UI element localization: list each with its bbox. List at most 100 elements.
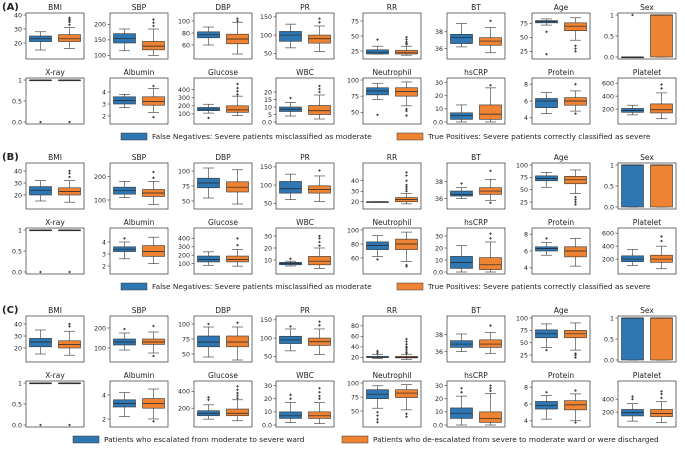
subplot-title: SBP: [132, 306, 147, 315]
y-tick-label: 30: [14, 26, 22, 33]
outlier-point: [236, 384, 239, 388]
y-tick-label: 60: [351, 255, 359, 262]
y-tick-label: 100: [260, 32, 272, 39]
y-tick-label: 40: [14, 12, 22, 19]
y-tick-label: 30: [435, 383, 443, 390]
subplot-title: WBC: [296, 218, 314, 227]
box-iqr: [650, 103, 673, 114]
outlier-point: [68, 169, 71, 173]
y-tick-label: 0.0: [12, 269, 22, 276]
y-tick-label: 30: [264, 233, 272, 240]
box-iqr: [479, 37, 502, 46]
axes-frame: [25, 315, 85, 363]
y-tick-label: 1: [610, 315, 614, 322]
subplot-title: Neutrophil: [372, 68, 411, 77]
subplot-bmi: BMI 20 30 40: [14, 153, 85, 210]
subplot-title: hsCRP: [464, 68, 488, 77]
outlier-point: [376, 420, 379, 424]
box-iqr: [395, 389, 418, 398]
subplot-title: Neutrophil: [372, 371, 411, 380]
subplot-sex: Sex 0.0 0.5 1: [604, 153, 677, 211]
outlier-point: [236, 89, 239, 93]
y-tick-label: 20: [264, 245, 272, 252]
outlier-point: [574, 112, 577, 115]
box-group-1: [279, 23, 302, 49]
y-tick-label: 0.5: [12, 248, 22, 255]
subplot-title: Albumin: [124, 371, 155, 380]
subplot-title: Glucose: [208, 371, 238, 380]
outlier-point: [289, 325, 292, 328]
subplot-title: X-ray: [45, 68, 65, 77]
box-group-2: [395, 170, 418, 205]
box-iqr: [279, 31, 302, 42]
outlier-point: [460, 182, 463, 185]
outlier-point: [405, 345, 408, 349]
box-group-1: [535, 390, 558, 420]
box-group-1: [621, 13, 644, 59]
y-tick-label: 20: [264, 89, 272, 96]
subplot-sbp: SBP 100 150 200: [94, 3, 169, 60]
y-tick-label: 200: [94, 22, 106, 29]
y-tick-label: 200: [94, 174, 106, 181]
axes-frame: [25, 227, 85, 275]
subplot-age: Age 25 50 75 100: [516, 306, 591, 363]
y-tick-label: 30: [14, 333, 22, 340]
outlier-point: [152, 170, 155, 174]
y-tick-label: 0.0: [12, 422, 22, 429]
box-group-2: [226, 17, 249, 55]
box-group-2: [58, 382, 81, 427]
outlier-point: [152, 18, 155, 22]
subplot-dbp: DBP 50 75 100: [178, 153, 253, 210]
axes-frame: [531, 12, 591, 60]
outlier-point: [318, 237, 321, 240]
y-tick-label: 2: [102, 263, 106, 270]
outlier-point: [68, 423, 71, 427]
y-tick-label: 0.5: [604, 336, 614, 343]
y-tick-label: 6: [524, 401, 528, 408]
y-tick-label: 100: [347, 380, 359, 387]
box-group-1: [366, 385, 389, 424]
axes-frame: [275, 380, 335, 428]
box-iqr: [279, 181, 302, 194]
box-iqr: [395, 50, 418, 55]
y-tick-label: 0.0: [12, 119, 22, 126]
y-tick-label: 36: [435, 349, 443, 356]
y-tick-label: 200: [602, 106, 614, 113]
outlier-point: [460, 390, 463, 394]
legend-label-1: False Negatives: Severe patients misclas…: [152, 282, 372, 291]
legend-swatch-blue: [120, 282, 148, 291]
subplot-rr: RR 25 50 75: [351, 3, 422, 60]
box-group-1: [279, 96, 302, 117]
outlier-point: [545, 30, 548, 34]
box-group-1: [29, 382, 52, 427]
outlier-point: [574, 82, 577, 86]
y-tick-label: 30: [351, 189, 359, 196]
subplot-dbp: DBP 60 80 100: [178, 3, 253, 60]
subplot-title: RR: [387, 306, 397, 315]
y-tick-label: 4: [524, 418, 528, 425]
subplot-x-ray: X-ray 0.0 0.5 1: [12, 371, 85, 429]
subplot-title: Age: [554, 3, 569, 12]
box-iqr: [226, 105, 249, 113]
outlier-point: [318, 320, 321, 324]
y-tick-label: 4: [102, 89, 106, 96]
y-tick-label: 38: [435, 179, 443, 186]
subplot-platelet: Platelet 200 400: [602, 371, 677, 428]
subplot-glucose: Glucose 200 400: [178, 371, 253, 428]
outlier-point: [207, 116, 210, 120]
y-tick-label: 150: [260, 317, 272, 324]
outlier-point: [289, 257, 292, 261]
y-tick-label: 36: [435, 46, 443, 53]
subplot-platelet: Platelet 200 400 600: [602, 218, 677, 275]
subplot-title: Glucose: [208, 68, 238, 77]
outlier-point: [318, 169, 321, 172]
subplot-title: PR: [300, 3, 310, 12]
y-tick-label: 20: [264, 396, 272, 403]
box-iqr: [142, 41, 165, 51]
subplot-title: PR: [300, 153, 310, 162]
axes-frame: [617, 77, 677, 125]
box-group-1: [366, 82, 389, 117]
box-group-1: [113, 327, 136, 351]
subplot-title: RR: [387, 153, 397, 162]
outlier-point: [574, 198, 577, 201]
